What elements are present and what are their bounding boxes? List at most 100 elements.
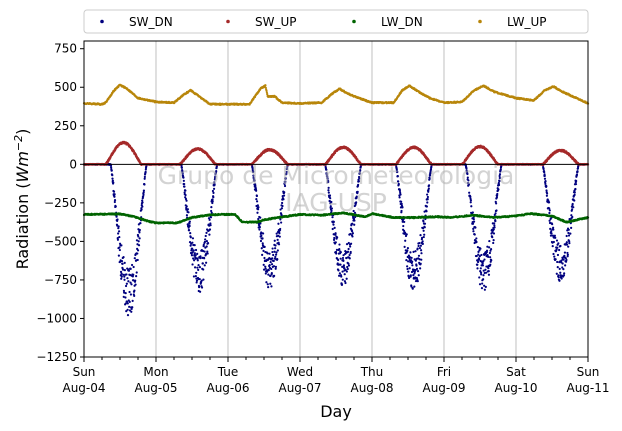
- point: [144, 170, 147, 174]
- point: [492, 241, 495, 245]
- point: [189, 244, 192, 247]
- point: [563, 272, 566, 275]
- point: [487, 273, 491, 276]
- point: [341, 256, 345, 260]
- point: [193, 244, 196, 247]
- point: [256, 200, 259, 203]
- point: [562, 258, 565, 261]
- point: [204, 238, 207, 241]
- point: [485, 249, 489, 252]
- point: [209, 222, 212, 225]
- point: [193, 252, 196, 255]
- point: [270, 285, 273, 288]
- point: [425, 210, 428, 213]
- point: [281, 204, 284, 208]
- point: [331, 227, 334, 231]
- point: [183, 185, 186, 188]
- point: [134, 283, 137, 286]
- point: [211, 201, 214, 205]
- point: [342, 264, 346, 267]
- point: [213, 183, 216, 186]
- point: [138, 228, 141, 232]
- point: [560, 277, 563, 280]
- point: [400, 209, 403, 213]
- point: [417, 274, 420, 277]
- point: [122, 256, 125, 259]
- point: [205, 240, 208, 243]
- point: [126, 308, 129, 311]
- point: [264, 272, 267, 275]
- point: [349, 250, 352, 254]
- point: [126, 277, 129, 280]
- point: [575, 173, 579, 176]
- point: [407, 270, 410, 273]
- point: [420, 258, 423, 261]
- point: [213, 181, 216, 184]
- point: [125, 300, 129, 303]
- point: [255, 198, 258, 201]
- point: [259, 216, 262, 219]
- point: [426, 193, 429, 196]
- point: [194, 275, 197, 278]
- point: [130, 263, 134, 267]
- point: [205, 261, 208, 264]
- point: [111, 179, 114, 182]
- point: [567, 234, 571, 237]
- point: [337, 258, 340, 262]
- point: [128, 305, 131, 308]
- point: [143, 175, 146, 179]
- point: [115, 215, 118, 218]
- point: [136, 258, 139, 262]
- point: [483, 258, 486, 261]
- point: [339, 251, 342, 254]
- legend-frame: [83, 9, 589, 34]
- point: [121, 262, 124, 265]
- point: [276, 238, 279, 241]
- point: [426, 201, 429, 204]
- point: [135, 271, 138, 274]
- point: [203, 257, 206, 260]
- point: [552, 252, 555, 256]
- point: [188, 224, 191, 228]
- point: [278, 232, 281, 235]
- point: [116, 218, 119, 221]
- point: [570, 226, 573, 229]
- point: [124, 284, 128, 288]
- point: [274, 267, 277, 270]
- point: [191, 263, 194, 266]
- point: [117, 230, 121, 233]
- point: [206, 250, 209, 253]
- point: [187, 229, 191, 232]
- point: [341, 278, 344, 281]
- point: [572, 206, 575, 209]
- legend-label-SW_DN: SW_DN: [129, 15, 173, 29]
- point: [212, 196, 215, 199]
- point: [482, 278, 485, 281]
- point: [565, 258, 568, 262]
- point: [273, 274, 276, 278]
- point: [210, 209, 213, 213]
- point: [203, 250, 206, 253]
- point: [555, 239, 559, 242]
- point: [492, 228, 495, 231]
- point: [210, 211, 213, 214]
- point: [567, 231, 570, 235]
- point: [491, 236, 494, 239]
- point: [272, 265, 276, 268]
- point: [477, 258, 481, 261]
- point: [405, 233, 408, 236]
- point: [188, 241, 192, 244]
- point: [264, 267, 267, 270]
- point: [270, 267, 273, 271]
- point: [134, 279, 137, 282]
- point: [472, 230, 475, 233]
- point: [189, 236, 192, 239]
- point: [257, 217, 260, 221]
- point: [270, 263, 274, 266]
- point: [184, 196, 187, 199]
- point: [348, 257, 351, 260]
- point: [485, 271, 488, 274]
- point: [118, 235, 121, 239]
- point: [112, 190, 116, 193]
- point: [413, 285, 416, 288]
